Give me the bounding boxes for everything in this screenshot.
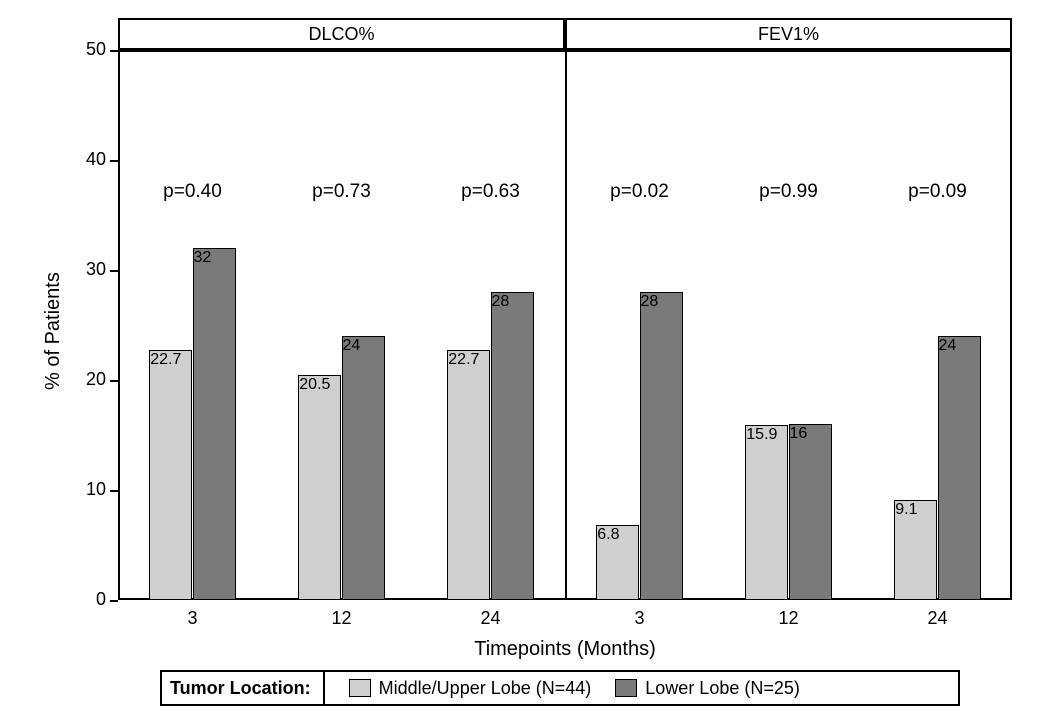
legend-item-label: Lower Lobe (N=25)	[645, 678, 800, 699]
legend-item: Middle/Upper Lobe (N=44)	[349, 678, 592, 699]
y-tick-label: 40	[66, 149, 106, 170]
bar-lower: 28	[640, 292, 683, 600]
x-tick-label: 12	[778, 608, 798, 629]
panel-title: FEV1%	[758, 24, 819, 45]
bar-lower: 24	[938, 336, 981, 600]
panel-title: DLCO%	[308, 24, 374, 45]
legend-item-label: Middle/Upper Lobe (N=44)	[379, 678, 592, 699]
p-value-annotation: p=0.09	[908, 181, 967, 203]
y-tick-mark	[110, 490, 118, 492]
bar-lower: 24	[342, 336, 385, 600]
y-tick-label: 10	[66, 479, 106, 500]
x-tick-label: 24	[480, 608, 500, 629]
x-tick-label: 3	[634, 608, 644, 629]
bar-middle_upper: 20.5	[298, 375, 341, 601]
p-value-annotation: p=0.73	[312, 181, 371, 203]
y-tick-mark	[110, 270, 118, 272]
bar-lower: 16	[789, 424, 832, 600]
legend-title: Tumor Location:	[170, 672, 325, 704]
legend-item: Lower Lobe (N=25)	[615, 678, 800, 699]
y-axis-label: % of Patients	[42, 272, 65, 390]
x-axis-label: Timepoints (Months)	[474, 638, 656, 661]
figure-root: DLCO%FEV1%01020304050% of Patients22.732…	[0, 0, 1050, 722]
y-tick-label: 50	[66, 39, 106, 60]
x-tick-label: 3	[187, 608, 197, 629]
panel-divider	[565, 18, 567, 600]
legend-swatch	[349, 679, 371, 697]
y-tick-label: 0	[66, 589, 106, 610]
bar-middle_upper: 22.7	[447, 350, 490, 600]
y-tick-mark	[110, 50, 118, 52]
x-tick-label: 12	[331, 608, 351, 629]
y-tick-mark	[110, 380, 118, 382]
p-value-annotation: p=0.02	[610, 181, 669, 203]
y-tick-label: 20	[66, 369, 106, 390]
bar-lower: 32	[193, 248, 236, 600]
p-value-annotation: p=0.99	[759, 181, 818, 203]
legend-swatch	[615, 679, 637, 697]
p-value-annotation: p=0.63	[461, 181, 520, 203]
y-tick-mark	[110, 600, 118, 602]
bar-middle_upper: 22.7	[149, 350, 192, 600]
bar-middle_upper: 9.1	[894, 500, 937, 600]
y-tick-mark	[110, 160, 118, 162]
bar-lower: 28	[491, 292, 534, 600]
y-tick-label: 30	[66, 259, 106, 280]
panel-title-box: DLCO%	[118, 18, 565, 50]
p-value-annotation: p=0.40	[163, 181, 222, 203]
bar-middle_upper: 6.8	[596, 525, 639, 600]
bar-middle_upper: 15.9	[745, 425, 788, 600]
panel-title-box: FEV1%	[565, 18, 1012, 50]
x-tick-label: 24	[927, 608, 947, 629]
legend: Tumor Location: Middle/Upper Lobe (N=44) L…	[160, 670, 960, 706]
